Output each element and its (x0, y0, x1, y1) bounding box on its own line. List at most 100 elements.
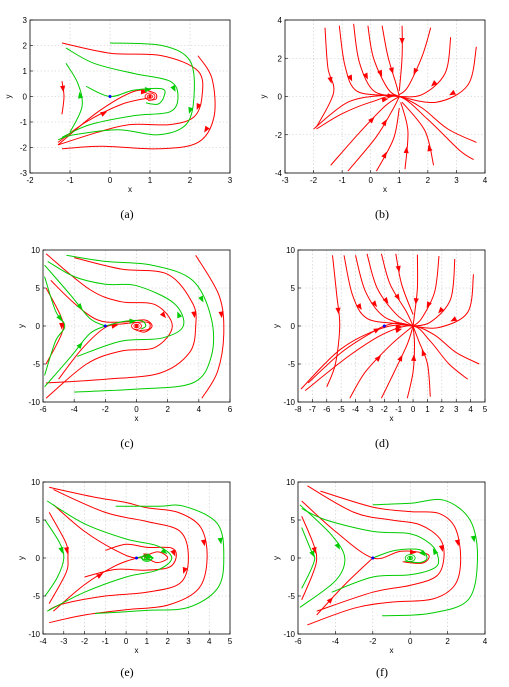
equilibrium-ring-inner-a-1 (146, 94, 153, 99)
arrow-d-13 (397, 354, 403, 362)
arrow-b-11 (368, 116, 375, 124)
trajectory-d-12 (349, 325, 414, 399)
arrow-a-0 (100, 111, 108, 117)
trajectory-c-5 (195, 255, 225, 399)
trajectory-a-7 (65, 63, 83, 133)
arrow-b-8 (449, 89, 456, 96)
curves-f (299, 485, 479, 626)
arrow-f-7 (309, 550, 315, 558)
xtick-label-d-7: -1 (395, 405, 403, 414)
ytick-label-e-3: 5 (36, 516, 41, 525)
curves-b (313, 23, 477, 172)
arrow-e-1 (96, 573, 104, 579)
trajectory-a-4 (57, 89, 158, 146)
arrow-b-10 (381, 97, 389, 103)
ylabel-b: y (259, 95, 268, 99)
arrow-f-4 (454, 539, 460, 547)
arrow-c-5 (218, 311, 224, 319)
trajectory-a-3 (61, 81, 65, 115)
equilibrium-point-f-1 (408, 556, 412, 560)
trajectory-b-3 (367, 25, 400, 97)
trajectory-d-9 (413, 274, 474, 329)
trajectory-a-5 (61, 47, 179, 138)
ytick-label-a-2: -1 (20, 118, 28, 127)
trajectory-f-7 (301, 527, 316, 589)
ytick-label-f-0: -10 (283, 630, 295, 639)
xtick-label-c-1: -4 (71, 405, 79, 414)
equilibrium-ring-f-1 (404, 554, 416, 562)
trajectory-f-9 (301, 508, 440, 593)
trajectory-a-0 (57, 97, 151, 143)
arrow-d-2 (371, 300, 378, 308)
arrow-b-13 (381, 151, 387, 159)
ytick-label-a-3: 0 (23, 93, 28, 102)
arrow-b-7 (431, 80, 438, 87)
equilibrium-point-a-0 (108, 95, 112, 98)
caption-f: (f) (376, 665, 388, 679)
xtick-label-f-3: 0 (408, 637, 413, 646)
arrow-c-2 (59, 323, 65, 330)
ytick-label-c-4: 10 (31, 246, 40, 255)
equilibrium-point-c-0 (103, 324, 107, 328)
equilibrium-ring-inner-f-1 (407, 555, 414, 561)
trajectory-a-2 (61, 55, 216, 150)
arrow-d-8 (438, 306, 445, 314)
ytick-label-b-4: 4 (278, 16, 283, 25)
arrow-d-0 (335, 307, 341, 315)
ytick-label-e-1: -5 (33, 592, 41, 601)
trajectory-f-5 (372, 498, 479, 617)
trajectory-e-3 (48, 489, 189, 611)
xtick-label-b-1: -2 (310, 176, 318, 185)
arrow-c-1 (111, 323, 119, 329)
xlabel-c: x (135, 414, 139, 423)
arrow-d-5 (395, 265, 401, 273)
arrow-d-1 (356, 303, 362, 310)
xlabel-f: x (390, 646, 394, 655)
ylabel-d: y (272, 324, 281, 328)
caption-b: (b) (375, 207, 389, 221)
arrow-b-14 (403, 146, 409, 154)
arrow-e-6 (217, 537, 223, 545)
arrow-a-6 (188, 106, 194, 114)
xtick-label-b-6: 3 (454, 176, 459, 185)
trajectory-d-5 (395, 253, 414, 315)
xtick-label-d-10: 2 (440, 405, 445, 414)
equilibrium-point-e-1 (145, 556, 149, 560)
xtick-label-e-0: -4 (39, 637, 47, 646)
arrow-d-7 (426, 301, 432, 309)
trajectory-d-8 (412, 259, 456, 327)
ytick-label-e-0: -10 (28, 630, 40, 639)
arrow-a-8 (144, 87, 152, 93)
arrow-d-4 (394, 293, 400, 301)
ytick-label-f-1: -5 (288, 592, 296, 601)
ylabel-e: y (17, 556, 26, 560)
arrow-b-6 (413, 67, 419, 75)
equilibrium-point-d-0 (382, 324, 386, 328)
xtick-label-e-5: 1 (145, 637, 150, 646)
ytick-label-a-6: 3 (23, 16, 28, 25)
curves-d (300, 253, 480, 399)
trajectory-e-7 (44, 519, 65, 597)
xlabel-b: x (383, 185, 387, 194)
curves-e (44, 486, 225, 624)
equilibrium-ring-c-1 (131, 322, 142, 330)
trajectory-f-3 (307, 485, 445, 612)
arrow-d-3 (382, 296, 389, 304)
arrow-c-8 (76, 342, 83, 349)
xlabel-e: x (135, 646, 139, 655)
xtick-label-c-0: -6 (39, 405, 47, 414)
xtick-label-a-4: 2 (188, 176, 193, 185)
caption-d: (d) (375, 436, 389, 450)
xtick-label-d-1: -7 (309, 405, 317, 414)
ytick-label-c-1: -5 (33, 360, 41, 369)
trajectory-d-10 (300, 324, 480, 390)
ytick-label-b-2: 0 (278, 93, 283, 102)
ytick-label-d-2: 0 (291, 322, 296, 331)
caption-a: (a) (120, 207, 134, 221)
arrow-b-4 (388, 67, 394, 75)
trajectory-a-6 (57, 42, 195, 141)
ytick-label-a-0: -3 (20, 169, 28, 178)
